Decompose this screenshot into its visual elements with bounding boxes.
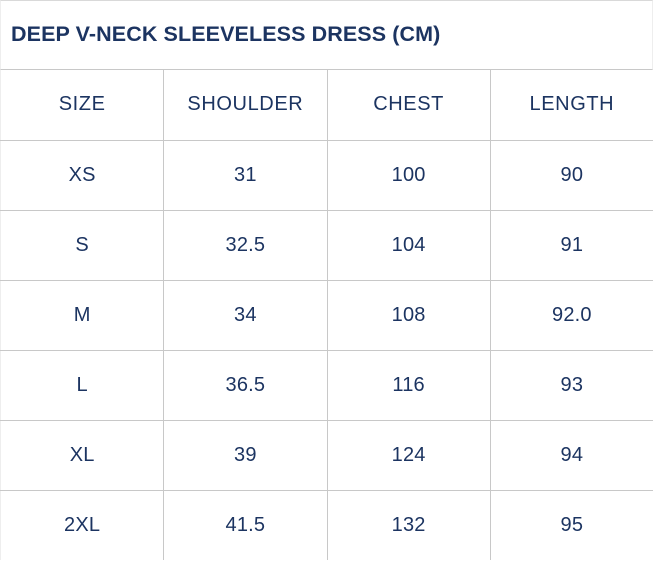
page-title: DEEP V-NECK SLEEVELESS DRESS (CM) — [11, 22, 441, 47]
table-row: S 32.5 104 91 — [0, 210, 653, 281]
cell-size: L — [0, 350, 165, 421]
table-row: 2XL 41.5 132 95 — [0, 490, 653, 560]
cell-shoulder: 34 — [163, 280, 328, 351]
cell-size: S — [0, 210, 165, 281]
table-header: SIZE SHOULDER CHEST LENGTH — [0, 70, 653, 141]
cell-shoulder: 39 — [163, 420, 328, 491]
cell-chest: 124 — [327, 420, 491, 491]
cell-chest: 132 — [327, 490, 491, 560]
column-header-size: SIZE — [0, 70, 165, 141]
cell-length: 92.0 — [490, 280, 653, 351]
table-row: XL 39 124 94 — [0, 420, 653, 491]
table-header-row: SIZE SHOULDER CHEST LENGTH — [0, 70, 653, 141]
cell-chest: 104 — [327, 210, 491, 281]
cell-size: XL — [0, 420, 165, 491]
column-header-chest: CHEST — [327, 70, 491, 141]
cell-length: 93 — [490, 350, 653, 421]
cell-length: 90 — [490, 140, 653, 211]
table-row: XS 31 100 90 — [0, 140, 653, 211]
cell-length: 95 — [490, 490, 653, 560]
column-header-length: LENGTH — [490, 70, 653, 141]
cell-shoulder: 41.5 — [163, 490, 328, 560]
size-chart-table: SIZE SHOULDER CHEST LENGTH XS 31 100 90 … — [0, 70, 653, 560]
column-header-shoulder: SHOULDER — [163, 70, 328, 141]
cell-shoulder: 36.5 — [163, 350, 328, 421]
table-row: L 36.5 116 93 — [0, 350, 653, 421]
cell-shoulder: 32.5 — [163, 210, 328, 281]
cell-shoulder: 31 — [163, 140, 328, 211]
table-row: M 34 108 92.0 — [0, 280, 653, 351]
cell-chest: 116 — [327, 350, 491, 421]
table-body: XS 31 100 90 S 32.5 104 91 M 34 108 92.0… — [0, 140, 653, 560]
cell-length: 94 — [490, 420, 653, 491]
cell-size: 2XL — [0, 490, 165, 560]
cell-chest: 100 — [327, 140, 491, 211]
cell-size: XS — [0, 140, 165, 211]
cell-length: 91 — [490, 210, 653, 281]
cell-chest: 108 — [327, 280, 491, 351]
chart-title-row: DEEP V-NECK SLEEVELESS DRESS (CM) — [0, 0, 653, 70]
cell-size: M — [0, 280, 165, 351]
